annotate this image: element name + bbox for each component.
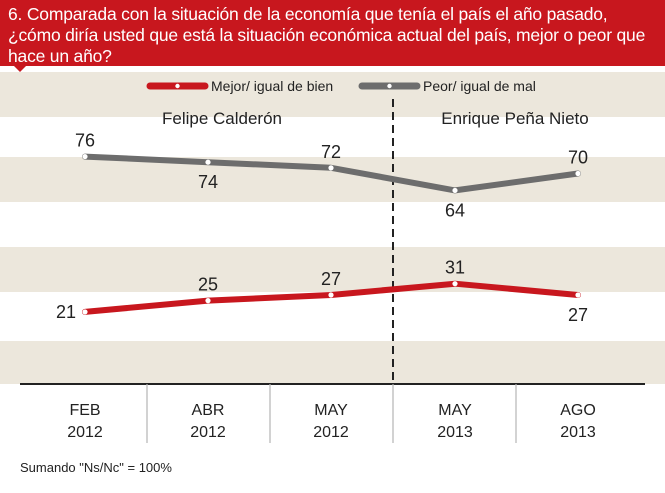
x-tick-month: ABR bbox=[192, 402, 225, 419]
x-axis: FEB 2012 ABR 2012 MAY 2012 MAY 2013 AGO 2013 bbox=[20, 383, 645, 443]
series-layer: 21 25 27 31 27 76 74 72 64 70 bbox=[56, 131, 588, 325]
data-label: 64 bbox=[445, 200, 465, 220]
data-point bbox=[205, 159, 211, 165]
data-label: 21 bbox=[56, 302, 76, 322]
background-band bbox=[0, 341, 665, 384]
chart-title: 6. Comparada con la situación de la econ… bbox=[8, 4, 646, 66]
footnote: Sumando "Ns/Nc" = 100% bbox=[20, 460, 172, 475]
x-tick-year: 2012 bbox=[67, 424, 103, 441]
data-point bbox=[82, 153, 88, 160]
legend-marker bbox=[387, 83, 392, 89]
data-point bbox=[328, 165, 334, 171]
data-point bbox=[575, 170, 581, 177]
legend-label: Mejor/ igual de bien bbox=[211, 78, 333, 94]
series-1: 76 74 72 64 70 bbox=[75, 131, 588, 221]
x-tick-year: 2013 bbox=[560, 424, 596, 441]
data-point bbox=[575, 292, 581, 298]
banner-notch bbox=[12, 64, 28, 72]
data-point bbox=[452, 187, 458, 194]
x-tick-month: MAY bbox=[438, 402, 472, 419]
x-tick-year: 2012 bbox=[190, 424, 226, 441]
x-tick-year: 2012 bbox=[313, 424, 349, 441]
period-label: Felipe Calderón bbox=[162, 109, 282, 128]
data-label: 74 bbox=[198, 172, 218, 192]
series-0: 21 25 27 31 27 bbox=[56, 258, 588, 325]
data-point bbox=[82, 309, 88, 315]
x-tick-month: FEB bbox=[69, 402, 100, 419]
legend-marker bbox=[175, 83, 180, 89]
data-point bbox=[452, 281, 458, 287]
data-point bbox=[328, 292, 334, 298]
x-tick-year: 2013 bbox=[437, 424, 473, 441]
data-label: 27 bbox=[321, 269, 341, 289]
period-labels: Felipe Calderón Enrique Peña Nieto bbox=[162, 109, 589, 128]
data-label: 72 bbox=[321, 142, 341, 162]
legend: Mejor/ igual de bien Peor/ igual de mal bbox=[146, 78, 536, 94]
data-label: 76 bbox=[75, 131, 95, 151]
background-band bbox=[0, 72, 665, 117]
data-label: 27 bbox=[568, 305, 588, 325]
x-tick-month: AGO bbox=[560, 402, 596, 419]
period-label: Enrique Peña Nieto bbox=[441, 109, 588, 128]
legend-label: Peor/ igual de mal bbox=[423, 78, 536, 94]
data-label: 25 bbox=[198, 275, 218, 295]
title-banner: 6. Comparada con la situación de la econ… bbox=[0, 0, 665, 66]
background-band bbox=[0, 247, 665, 292]
x-tick-month: MAY bbox=[314, 402, 348, 419]
data-label: 31 bbox=[445, 258, 465, 278]
background-band bbox=[0, 157, 665, 202]
data-label: 70 bbox=[568, 148, 588, 168]
data-point bbox=[205, 298, 211, 304]
